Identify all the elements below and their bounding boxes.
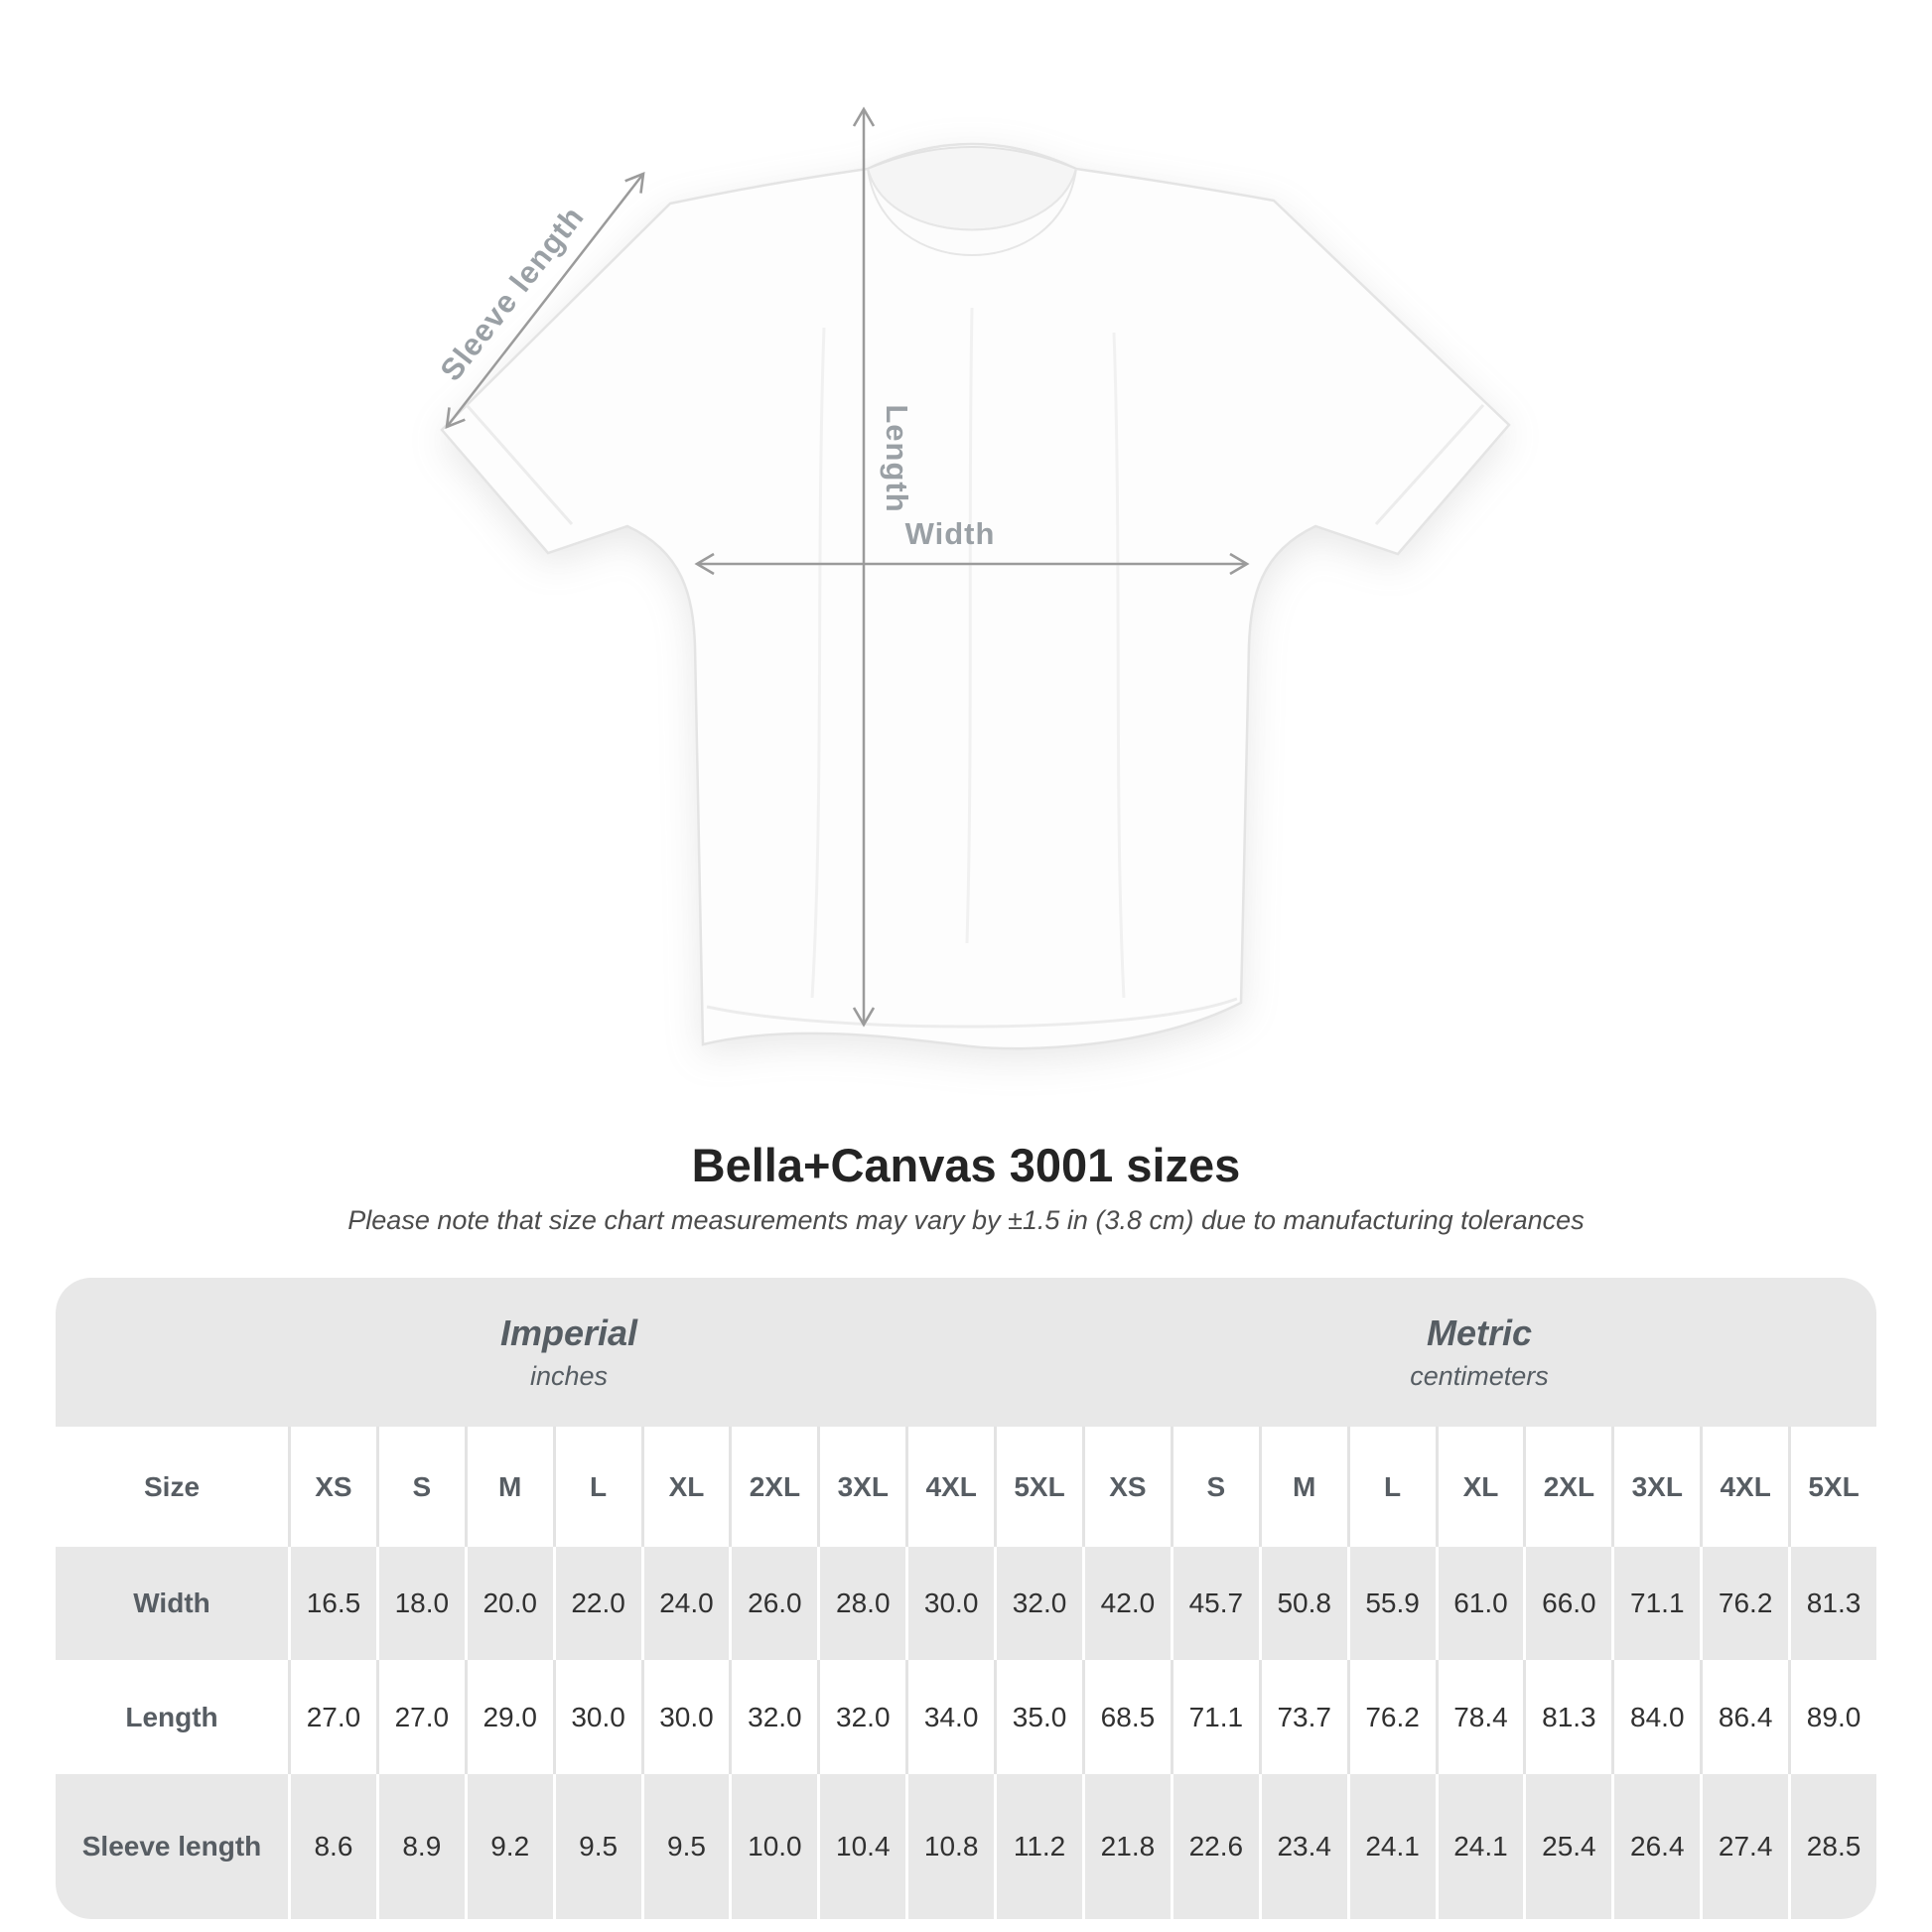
size-header-cell: 2XL bbox=[729, 1427, 817, 1547]
imperial-label: Imperial bbox=[499, 1312, 638, 1353]
measurement-cell: 24.1 bbox=[1346, 1774, 1436, 1919]
measurement-cell: 32.0 bbox=[729, 1660, 817, 1774]
measurement-cell: 22.6 bbox=[1170, 1774, 1259, 1919]
size-header-row: Size XS S M L XL 2XL 3XL 4XL 5XL XS S M … bbox=[56, 1427, 1876, 1547]
row-label: Length bbox=[125, 1701, 218, 1732]
measurement-cell: 16.5 bbox=[288, 1547, 376, 1660]
measurement-cell: 21.8 bbox=[1081, 1774, 1171, 1919]
collar-band bbox=[867, 168, 1077, 256]
size-column-header: Size bbox=[143, 1470, 201, 1502]
measurement-cell: 30.0 bbox=[552, 1660, 641, 1774]
measurement-cell: 24.1 bbox=[1435, 1774, 1524, 1919]
measurement-cell: 71.1 bbox=[1611, 1547, 1700, 1660]
measurement-cell: 76.2 bbox=[1346, 1660, 1436, 1774]
measurement-cell: 9.5 bbox=[640, 1774, 730, 1919]
imperial-unit: inches bbox=[529, 1361, 609, 1391]
size-header-cell: 3XL bbox=[1611, 1427, 1700, 1547]
measurement-cell: 50.8 bbox=[1258, 1547, 1347, 1660]
size-header-cell: M bbox=[1258, 1427, 1347, 1547]
measurement-cell: 9.2 bbox=[464, 1774, 553, 1919]
page-title: Bella+Canvas 3001 sizes bbox=[691, 1139, 1241, 1191]
measurement-cell: 27.0 bbox=[288, 1660, 376, 1774]
size-header-cell: 5XL bbox=[1788, 1427, 1876, 1547]
tolerance-note: Please note that size chart measurements… bbox=[347, 1205, 1585, 1235]
size-header-cell: XS bbox=[288, 1427, 376, 1547]
measurement-cell: 78.4 bbox=[1435, 1660, 1524, 1774]
metric-label: Metric bbox=[1426, 1312, 1533, 1353]
measurement-cell: 89.0 bbox=[1788, 1660, 1876, 1774]
length-row: Length 27.0 27.0 29.0 30.0 30.0 32.0 32.… bbox=[56, 1660, 1876, 1774]
size-header-cell: XL bbox=[1435, 1427, 1524, 1547]
size-header-cell: 2XL bbox=[1523, 1427, 1611, 1547]
measurement-cell: 55.9 bbox=[1346, 1547, 1436, 1660]
measurement-cell: 81.3 bbox=[1788, 1547, 1876, 1660]
tshirt-silhouette bbox=[440, 142, 1511, 1050]
size-header-cell: XL bbox=[640, 1427, 730, 1547]
tshirt-diagram: Sleeve length Length Width bbox=[433, 106, 1511, 1050]
measurement-cell: 22.0 bbox=[552, 1547, 641, 1660]
size-table: Imperial inches Metric centimeters Size … bbox=[56, 1278, 1876, 1919]
measurement-cell: 23.4 bbox=[1258, 1774, 1347, 1919]
measurement-cell: 10.8 bbox=[905, 1774, 994, 1919]
row-label: Sleeve length bbox=[81, 1831, 262, 1862]
measurement-cell: 73.7 bbox=[1258, 1660, 1347, 1774]
measurement-cell: 45.7 bbox=[1170, 1547, 1259, 1660]
size-header-cell: XS bbox=[1081, 1427, 1171, 1547]
measurement-cell: 71.1 bbox=[1170, 1660, 1259, 1774]
measurement-cell: 29.0 bbox=[464, 1660, 553, 1774]
measurement-cell: 8.9 bbox=[375, 1774, 465, 1919]
measurement-cell: 61.0 bbox=[1435, 1547, 1524, 1660]
fabric-folds bbox=[810, 307, 1126, 999]
measurement-cell: 10.4 bbox=[817, 1774, 905, 1919]
measurement-cell: 8.6 bbox=[288, 1774, 376, 1919]
measurement-cell: 28.0 bbox=[817, 1547, 905, 1660]
measurement-cell: 27.4 bbox=[1700, 1774, 1788, 1919]
measurement-cell: 34.0 bbox=[905, 1660, 994, 1774]
measurement-cell: 26.4 bbox=[1611, 1774, 1700, 1919]
measurement-cell: 32.0 bbox=[994, 1547, 1082, 1660]
size-header-cell: S bbox=[375, 1427, 465, 1547]
measurement-cell: 84.0 bbox=[1611, 1660, 1700, 1774]
measurement-cell: 30.0 bbox=[640, 1660, 730, 1774]
units-header-row: Imperial inches Metric centimeters bbox=[56, 1278, 1876, 1427]
size-header-cell: 4XL bbox=[905, 1427, 994, 1547]
measurement-cell: 18.0 bbox=[375, 1547, 465, 1660]
measurement-cell: 32.0 bbox=[817, 1660, 905, 1774]
measurement-cell: 66.0 bbox=[1523, 1547, 1611, 1660]
imperial-header: Imperial inches bbox=[56, 1278, 1082, 1427]
measurement-arrows bbox=[445, 106, 1250, 1028]
measurement-cell: 30.0 bbox=[905, 1547, 994, 1660]
measurement-cell: 10.0 bbox=[729, 1774, 817, 1919]
size-header-cell: S bbox=[1170, 1427, 1259, 1547]
measurement-cell: 9.5 bbox=[552, 1774, 641, 1919]
size-header-cell: M bbox=[464, 1427, 553, 1547]
measurement-cell: 86.4 bbox=[1700, 1660, 1788, 1774]
measurement-cell: 28.5 bbox=[1788, 1774, 1876, 1919]
metric-unit: centimeters bbox=[1410, 1361, 1549, 1391]
metric-header: Metric centimeters bbox=[1082, 1278, 1876, 1427]
measurement-cell: 25.4 bbox=[1523, 1774, 1611, 1919]
measurement-cell: 11.2 bbox=[994, 1774, 1082, 1919]
size-header-cell: L bbox=[552, 1427, 641, 1547]
measurement-cell: 81.3 bbox=[1523, 1660, 1611, 1774]
measurement-cell: 35.0 bbox=[994, 1660, 1082, 1774]
row-label: Width bbox=[133, 1587, 210, 1618]
measurement-cell: 76.2 bbox=[1700, 1547, 1788, 1660]
measurement-cell: 68.5 bbox=[1081, 1660, 1171, 1774]
measurement-cell: 26.0 bbox=[729, 1547, 817, 1660]
width-label: Width bbox=[905, 516, 996, 551]
measurement-cell: 20.0 bbox=[464, 1547, 553, 1660]
measurement-cell: 27.0 bbox=[375, 1660, 465, 1774]
measurement-cell: 24.0 bbox=[640, 1547, 730, 1660]
sleeve-length-row: Sleeve length 8.6 8.9 9.2 9.5 9.5 10.0 1… bbox=[56, 1774, 1876, 1919]
length-label: Length bbox=[880, 404, 914, 512]
width-row: Width 16.5 18.0 20.0 22.0 24.0 26.0 28.0… bbox=[56, 1547, 1876, 1660]
size-header-cell: 3XL bbox=[817, 1427, 905, 1547]
measurement-cell: 42.0 bbox=[1081, 1547, 1171, 1660]
sleeve-length-arrow bbox=[445, 171, 645, 430]
size-header-cell: 5XL bbox=[994, 1427, 1082, 1547]
size-header-cell: L bbox=[1346, 1427, 1436, 1547]
size-header-cell: 4XL bbox=[1700, 1427, 1788, 1547]
